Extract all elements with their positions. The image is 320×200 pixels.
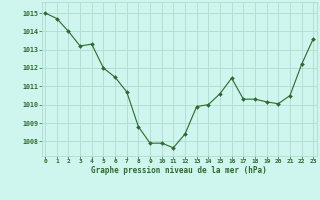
X-axis label: Graphe pression niveau de la mer (hPa): Graphe pression niveau de la mer (hPa): [91, 166, 267, 175]
